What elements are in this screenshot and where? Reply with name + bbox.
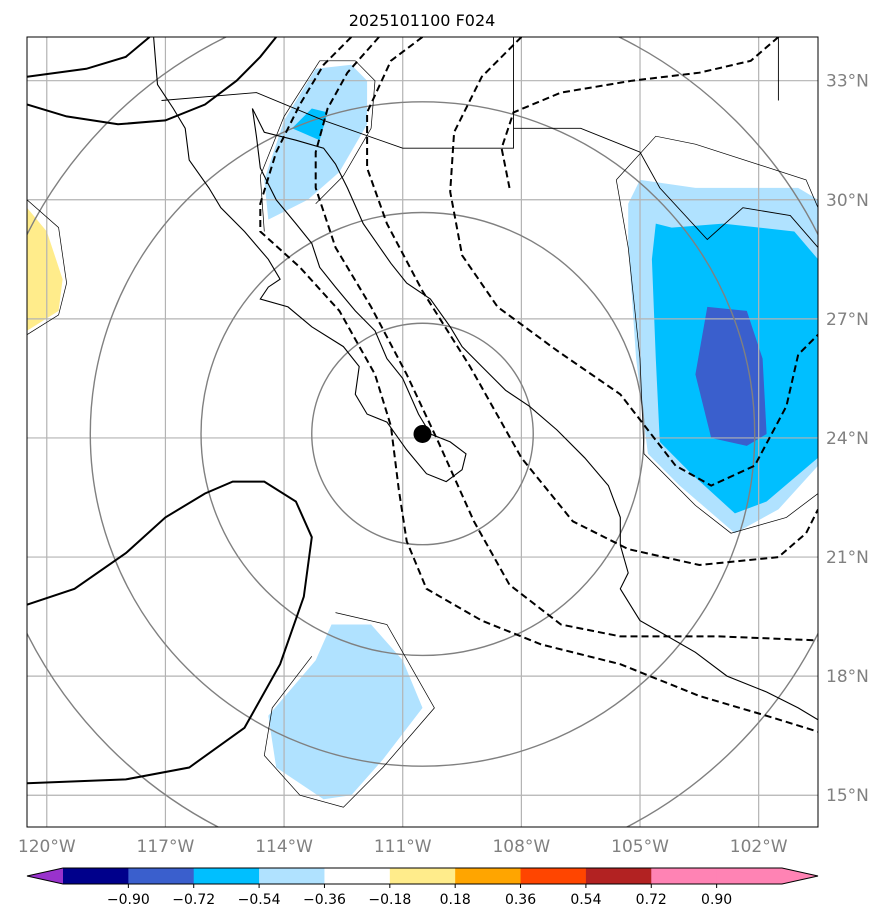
shading-outline [615, 179, 818, 534]
y-tick-label: 21°N [826, 548, 869, 568]
plot-frame [26, 36, 819, 828]
colorbar-frame [26, 867, 819, 885]
colorbar-tick-label: −0.90 [107, 892, 150, 908]
colorbar-box [193, 868, 260, 884]
colorbar-tick-label: 0.18 [440, 892, 471, 908]
y-tick-label: 18°N [826, 667, 869, 687]
shading-outline [263, 612, 435, 808]
dashed-contour [314, 37, 818, 642]
colorbar-tick-label: −0.36 [303, 892, 346, 908]
x-tick-label: 105°W [611, 837, 669, 857]
dashed-contour [259, 37, 818, 733]
shading-outline [259, 60, 376, 232]
colorbar-tick-label: −0.72 [172, 892, 215, 908]
y-tick-label: 27°N [826, 310, 869, 330]
colorbar-box [324, 868, 391, 884]
solid-contour [27, 37, 151, 78]
border-line [513, 127, 818, 248]
colorbar-box [389, 868, 456, 884]
colorbar-tick-label: −0.18 [368, 892, 411, 908]
y-tick-label: 24°N [826, 429, 869, 449]
colorbar-box [455, 868, 522, 884]
x-tick-label: 114°W [255, 837, 313, 857]
colorbar-extend-high [782, 868, 818, 884]
solid-contour [27, 37, 277, 126]
coastline [251, 108, 818, 721]
colorbar-tick-label: 0.72 [636, 892, 667, 908]
colorbar-box [128, 868, 195, 884]
colorbar-tick-label: −0.54 [238, 892, 281, 908]
colorbar-box [520, 868, 587, 884]
x-tick-label: 111°W [374, 837, 432, 857]
y-tick-label: 30°N [826, 191, 869, 211]
x-tick-label: 117°W [137, 837, 195, 857]
colorbar: −0.90 −0.72 −0.54 −0.36 −0.18 0.18 0.36 0.54 0.7… [26, 867, 819, 908]
colorbar-box [63, 868, 129, 884]
coastline [153, 37, 467, 483]
colorbar-tick-label: 0.90 [701, 892, 732, 908]
y-tick-label: 33°N [826, 72, 869, 92]
y-tick-label: 15°N [826, 786, 869, 806]
border-line [161, 37, 514, 149]
colorbar-tick-label: 0.36 [505, 892, 536, 908]
colorbar-tick-label: 0.54 [570, 892, 601, 908]
colorbar-box [259, 868, 325, 884]
shading-outline [616, 135, 818, 208]
dashed-contour [500, 37, 780, 189]
shading-outline [27, 199, 67, 335]
dashed-contour [366, 37, 818, 567]
chart-title: 2025101100 F024 [349, 11, 496, 30]
range-ring [200, 211, 645, 657]
shaded-region-4 [695, 306, 767, 446]
x-tick-label: 120°W [18, 837, 76, 857]
x-tick-label: 108°W [492, 837, 550, 857]
range-ring [89, 101, 756, 767]
axis-ticks: 120°W 117°W 114°W 111°W 108°W 105°W 102°W 15°N 1… [18, 72, 869, 857]
colorbar-box [585, 868, 652, 884]
shaded-region-0 [264, 64, 368, 220]
center-marker [413, 424, 432, 443]
colorbar-extend-low [27, 868, 63, 884]
range-ring [311, 322, 534, 546]
colorbar-box [716, 868, 783, 884]
shaded-region-1 [292, 108, 328, 141]
x-tick-label: 102°W [730, 837, 788, 857]
shaded-region-5 [268, 624, 423, 800]
map-plot-area [27, 37, 818, 827]
colorbar-box [651, 868, 718, 884]
shaded-region-6 [27, 207, 63, 331]
solid-contour [27, 480, 313, 785]
